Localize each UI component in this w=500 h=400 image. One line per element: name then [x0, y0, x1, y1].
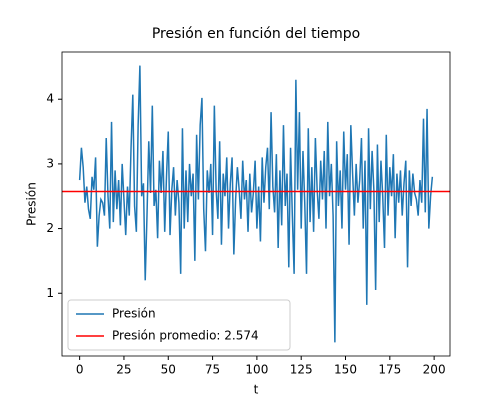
y-tick-label: 1 [46, 286, 54, 300]
x-tick-label: 75 [205, 363, 220, 377]
x-tick-label: 0 [76, 363, 84, 377]
x-tick-label: 25 [116, 363, 131, 377]
x-axis-label: t [254, 383, 259, 397]
legend-box [67, 299, 291, 351]
axes-frame [61, 51, 451, 357]
x-tick-label: 100 [245, 363, 268, 377]
x-tick-label: 125 [290, 363, 313, 377]
x-tick-label: 50 [161, 363, 176, 377]
data-line [78, 65, 434, 343]
y-axis-label: Presión [25, 182, 39, 226]
x-tick-label: 175 [378, 363, 401, 377]
x-tick-label: 200 [423, 363, 446, 377]
x-tick-label: 150 [334, 363, 357, 377]
y-tick-label: 4 [46, 92, 54, 106]
legend-label: Presión promedio: 2.574 [112, 329, 259, 343]
y-tick-label: 2 [46, 221, 54, 235]
chart-title: Presión en función del tiempo [152, 26, 360, 42]
y-tick-label: 3 [46, 156, 54, 170]
legend-label: Presión [112, 307, 156, 321]
